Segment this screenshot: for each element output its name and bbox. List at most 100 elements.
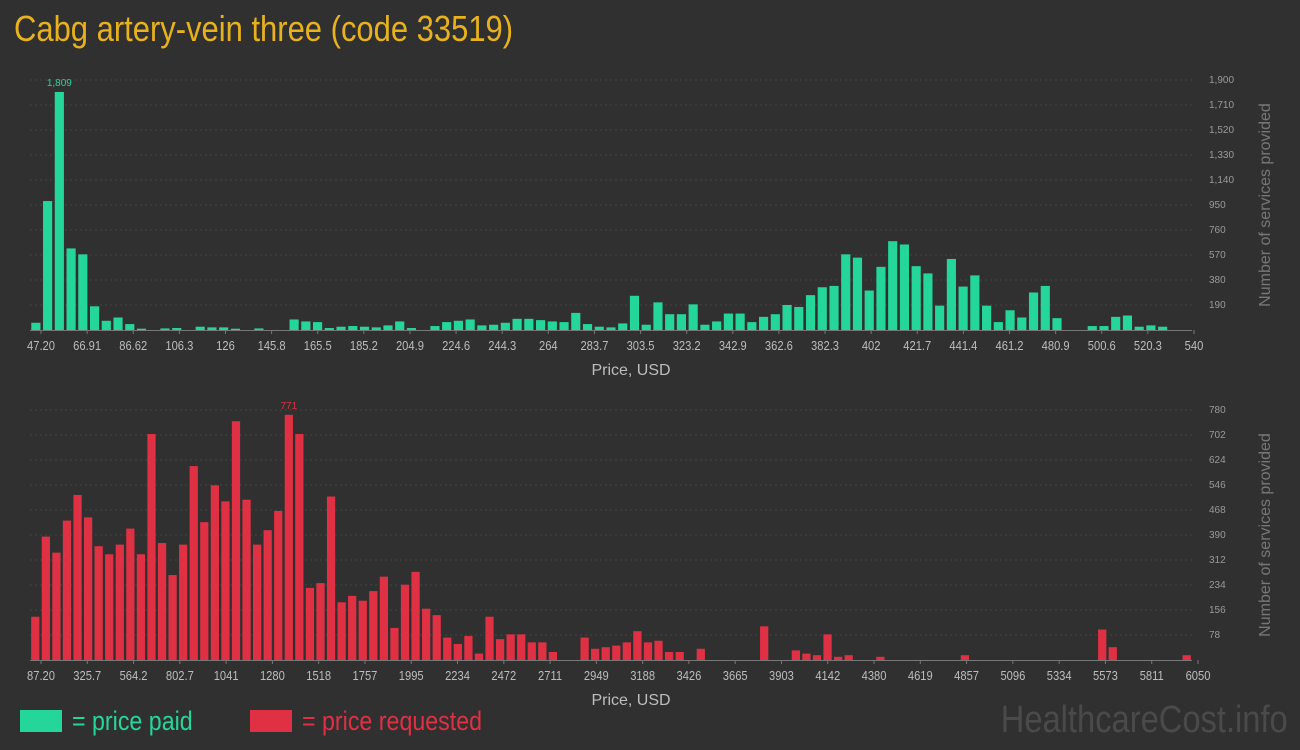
bar [852, 257, 863, 330]
bar [411, 571, 420, 660]
y-tick-label: 190 [1209, 300, 1226, 311]
bar [295, 434, 304, 660]
bar [231, 421, 241, 660]
y-tick-label: 390 [1209, 530, 1226, 541]
bar [115, 544, 124, 660]
bar [62, 520, 72, 660]
x-tick-label: 126 [216, 338, 235, 353]
bar [252, 544, 262, 660]
bar [1182, 655, 1191, 660]
bar [970, 275, 980, 330]
bar [675, 651, 684, 660]
y-tick-label: 702 [1209, 430, 1226, 441]
x-tick-label: 264 [539, 338, 558, 353]
price-paid-chart: 190 380 570 760 950 1,140 1,330 1,520 1,710 1,900… [27, 75, 1274, 379]
bar [348, 595, 357, 660]
bar [430, 326, 440, 330]
bar [168, 575, 177, 660]
bar [210, 485, 219, 660]
x-tick-label: 165.5 [304, 338, 332, 353]
bar [474, 653, 484, 660]
bar [664, 651, 674, 660]
y-tick-label: 546 [1209, 480, 1226, 491]
x-tick-label: 3188 [630, 668, 655, 683]
y-tick-label: 780 [1209, 405, 1226, 416]
y-axis-title: Number of services provided [1257, 433, 1274, 637]
bar [760, 626, 769, 660]
bar [747, 322, 757, 330]
x-tick-label: 1995 [399, 668, 424, 683]
bar [641, 324, 651, 330]
bar [126, 528, 135, 660]
bar [52, 552, 61, 660]
watermark[interactable]: HealthcareCost.info [1000, 699, 1288, 741]
bar [712, 321, 722, 330]
bar [336, 326, 346, 330]
bar [1158, 326, 1168, 330]
x-tick-label: 500.6 [1088, 338, 1116, 353]
bar [547, 321, 557, 330]
bar [817, 287, 827, 330]
bar [160, 328, 170, 330]
x-tick-label: 224.6 [442, 338, 470, 353]
bar [696, 648, 705, 660]
bar [794, 306, 804, 330]
bar [284, 414, 293, 660]
bar [73, 494, 82, 660]
bar [864, 290, 874, 330]
x-tick-label: 3426 [676, 668, 701, 683]
bar [899, 244, 910, 330]
bar [791, 650, 800, 660]
bar [802, 653, 811, 660]
bar [723, 313, 733, 330]
bar [147, 434, 156, 660]
bar [289, 319, 299, 330]
bar [301, 321, 311, 330]
x-tick-label: 325.7 [73, 668, 101, 683]
bar [594, 326, 604, 330]
bar [506, 634, 515, 660]
bar [654, 640, 663, 660]
bar [688, 304, 698, 330]
x-tick-label: 1757 [353, 668, 378, 683]
bar [512, 318, 522, 330]
bar [379, 576, 389, 660]
x-tick-label: 2234 [445, 668, 470, 683]
y-tick-label: 1,900 [1209, 75, 1234, 86]
bar [395, 321, 405, 330]
legend-paid-label: = price paid [72, 705, 193, 736]
x-tick-label: 4857 [954, 668, 979, 683]
bar [876, 656, 885, 660]
bar [442, 322, 452, 330]
bar [200, 522, 209, 660]
bar [66, 248, 76, 330]
legend-requested-swatch [250, 710, 292, 732]
x-tick-label: 87.20 [27, 668, 55, 683]
bar [207, 327, 217, 330]
bar [958, 286, 968, 330]
bar [263, 530, 272, 660]
bar [1040, 285, 1050, 330]
bar [700, 324, 710, 330]
bar [359, 326, 370, 330]
bar [242, 499, 251, 660]
x-tick-label: 323.2 [673, 338, 701, 353]
bar [172, 328, 182, 330]
x-tick-label: 342.9 [719, 338, 747, 353]
bar [54, 91, 64, 330]
y-tick-label: 624 [1209, 455, 1226, 466]
y-tick-label: 234 [1209, 580, 1226, 591]
bar [390, 627, 399, 660]
bar [432, 615, 441, 660]
x-tick-label: 4142 [815, 668, 840, 683]
bar [348, 326, 358, 330]
x-tick-label: 402 [862, 338, 881, 353]
bar [548, 651, 558, 660]
bar [538, 642, 547, 660]
bar [527, 642, 536, 660]
bar [369, 591, 378, 660]
y-tick-label: 312 [1209, 555, 1226, 566]
bar [622, 642, 631, 660]
bar [517, 634, 526, 660]
bar [219, 327, 229, 330]
